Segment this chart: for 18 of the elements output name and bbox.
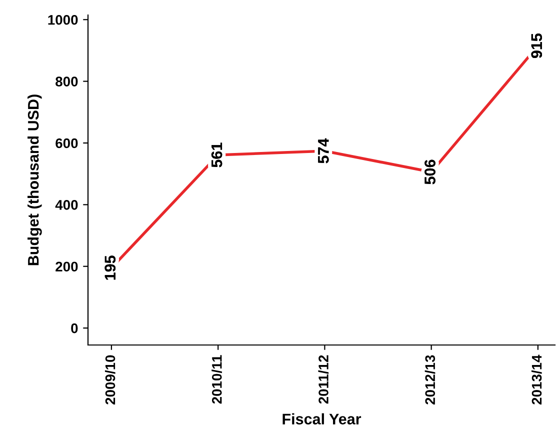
x-axis-title: Fiscal Year bbox=[282, 413, 362, 424]
data-label: 574 bbox=[318, 138, 329, 164]
y-axis-title: Budget (thousand USD) bbox=[28, 94, 42, 266]
data-label: 195 bbox=[104, 256, 116, 280]
data-label: 506 bbox=[424, 160, 436, 184]
y-tick-label: 400 bbox=[55, 200, 78, 210]
data-label: 915 bbox=[531, 34, 542, 58]
x-tick-label: 2011/12 bbox=[318, 355, 329, 404]
y-tick-label: 200 bbox=[56, 262, 78, 272]
x-tick-label: 2009/10 bbox=[104, 355, 116, 404]
y-tick-label: 0 bbox=[71, 323, 78, 334]
x-tick-label: 2012/13 bbox=[424, 355, 436, 404]
y-tick-label: 600 bbox=[56, 138, 78, 148]
x-tick-label: 2010/11 bbox=[212, 355, 222, 404]
y-tick-label: 800 bbox=[56, 76, 78, 86]
y-tick-label: 1000 bbox=[48, 14, 78, 25]
x-tick-label: 2013/14 bbox=[531, 354, 542, 404]
data-label: 561 bbox=[211, 142, 222, 168]
